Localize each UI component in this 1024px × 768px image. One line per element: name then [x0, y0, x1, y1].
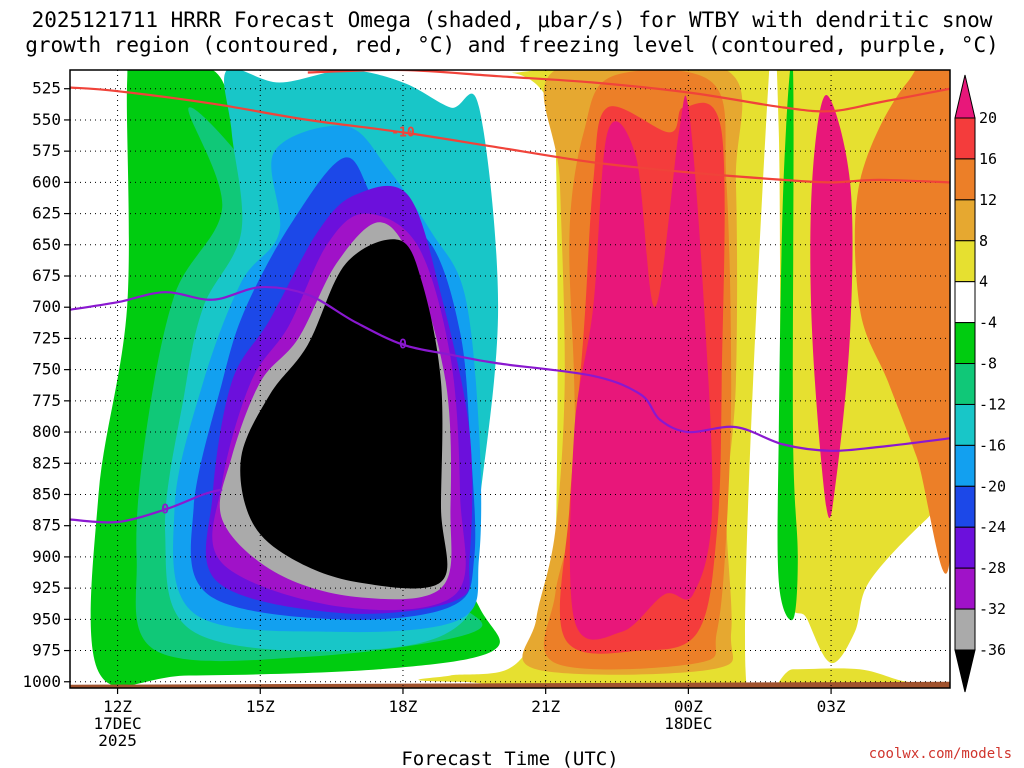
colorbar-label: -16	[979, 436, 1006, 454]
contour-label-freezing_level_purple_low: 0	[161, 502, 169, 517]
colorbar-top-arrow	[954, 74, 976, 119]
y-tick-label: 650	[32, 235, 61, 254]
x-tick-label: 03Z	[817, 697, 846, 716]
y-tick-label: 525	[32, 79, 61, 98]
x-tick-label: 00Z	[674, 697, 703, 716]
contours: -10 0 0	[70, 70, 950, 524]
y-tick-label: 550	[32, 110, 61, 129]
contour-label-dendritic_growth_red: -10	[391, 125, 415, 140]
y-tick-label: 700	[32, 297, 61, 316]
omega-region--8g	[777, 70, 798, 621]
colorbar-bin	[954, 199, 976, 242]
chart-title-line-1: 2025121711 HRRR Forecast Omega (shaded, …	[32, 8, 993, 32]
x-tick-label: 2025	[98, 731, 137, 750]
colorbar-bin	[954, 117, 976, 160]
y-tick-label: 600	[32, 172, 61, 191]
ground-layer	[70, 681, 950, 688]
plot-frame	[69, 69, 951, 689]
y-tick-label: 1000	[22, 672, 61, 691]
colorbar-bin	[954, 322, 976, 365]
contour-dendritic_growth_red	[70, 86, 950, 184]
omega-region--36	[240, 239, 448, 589]
credit-text: coolwx.com/models	[869, 746, 1012, 762]
contour-dendritic_growth_red_2	[307, 70, 950, 113]
colorbar-bin	[954, 608, 976, 651]
y-tick-label: 850	[32, 484, 61, 503]
x-tick-label: 15Z	[246, 697, 275, 716]
colorbar-label: 16	[979, 150, 997, 168]
y-tick-label: 950	[32, 609, 61, 628]
chart-title-line-2: growth region (contoured, red, °C) and f…	[25, 33, 999, 57]
colorbar-bottom-arrow	[954, 649, 976, 693]
x-axis-label: Forecast Time (UTC)	[401, 748, 618, 768]
omega-region--4w	[745, 70, 950, 688]
colorbar-bin	[954, 240, 976, 283]
y-axis: 525 550 575 600 625 650 675 700 725 750 775 800 825 8…	[22, 79, 70, 691]
colorbar-bin	[954, 281, 976, 324]
x-tick-label: 17DEC	[93, 714, 141, 733]
colorbar-label: -12	[979, 395, 1006, 413]
colorbar-label: -4	[979, 314, 997, 332]
y-tick-label: 875	[32, 516, 61, 535]
ground-surface	[70, 681, 950, 688]
y-tick-label: 750	[32, 360, 61, 379]
colorbar-label: 20	[979, 109, 997, 127]
colorbar-bin	[954, 444, 976, 487]
y-tick-label: 625	[32, 204, 61, 223]
x-tick-label: 21Z	[531, 697, 560, 716]
colorbar-label: 12	[979, 191, 997, 209]
colorbar-label: -36	[979, 641, 1006, 659]
y-tick-label: 900	[32, 547, 61, 566]
omega-region-20	[569, 95, 713, 640]
colorbar-bin	[954, 567, 976, 610]
y-tick-label: 825	[32, 453, 61, 472]
y-tick-label: 725	[32, 328, 61, 347]
colorbar: 20 16 12 8 4 -4 -8 -12 -16 -20 -24 -28 -32 -36	[954, 74, 1006, 693]
omega-shading	[90, 70, 950, 688]
y-tick-label: 675	[32, 266, 61, 285]
y-tick-label: 775	[32, 391, 61, 410]
colorbar-label: -32	[979, 600, 1006, 618]
y-tick-label: 575	[32, 141, 61, 160]
omega-region-20b	[810, 95, 853, 519]
colorbar-label: 4	[979, 273, 988, 291]
colorbar-bin	[954, 403, 976, 446]
colorbar-bin	[954, 526, 976, 569]
colorbar-bin	[954, 485, 976, 528]
x-tick-label: 18DEC	[664, 714, 712, 733]
x-tick-label: 12Z	[103, 697, 132, 716]
x-tick-label: 18Z	[389, 697, 418, 716]
colorbar-label: 8	[979, 232, 988, 250]
colorbar-bin	[954, 158, 976, 201]
y-tick-label: 975	[32, 641, 61, 660]
colorbar-label: -20	[979, 477, 1006, 495]
contour-label-freezing_level_purple: 0	[399, 338, 407, 353]
colorbar-label: -24	[979, 518, 1006, 536]
contour-freezing_level_purple	[70, 285, 950, 452]
grid	[70, 70, 950, 688]
colorbar-label: -28	[979, 559, 1006, 577]
omega-region-12b	[854, 70, 950, 574]
y-tick-label: 800	[32, 422, 61, 441]
colorbar-label: -8	[979, 355, 997, 373]
y-tick-label: 925	[32, 578, 61, 597]
contour-freezing_level_purple_low	[70, 488, 223, 524]
colorbar-bin	[954, 363, 976, 405]
